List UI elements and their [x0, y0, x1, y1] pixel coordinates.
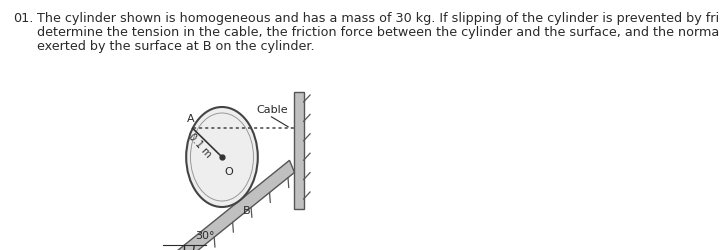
- Text: O: O: [225, 166, 233, 176]
- Text: 0.1 m: 0.1 m: [187, 131, 213, 159]
- Text: determine the tension in the cable, the friction force between the cylinder and : determine the tension in the cable, the …: [37, 26, 720, 39]
- Polygon shape: [294, 93, 304, 209]
- Text: 01.: 01.: [13, 12, 33, 25]
- Polygon shape: [159, 161, 294, 250]
- Text: B: B: [243, 206, 251, 216]
- Text: 30°: 30°: [196, 230, 215, 240]
- Circle shape: [186, 108, 258, 207]
- Text: Cable: Cable: [256, 105, 287, 115]
- Text: The cylinder shown is homogeneous and has a mass of 30 kg. If slipping of the cy: The cylinder shown is homogeneous and ha…: [37, 12, 720, 25]
- Text: exerted by the surface at B on the cylinder.: exerted by the surface at B on the cylin…: [37, 40, 315, 53]
- Text: A: A: [186, 114, 194, 124]
